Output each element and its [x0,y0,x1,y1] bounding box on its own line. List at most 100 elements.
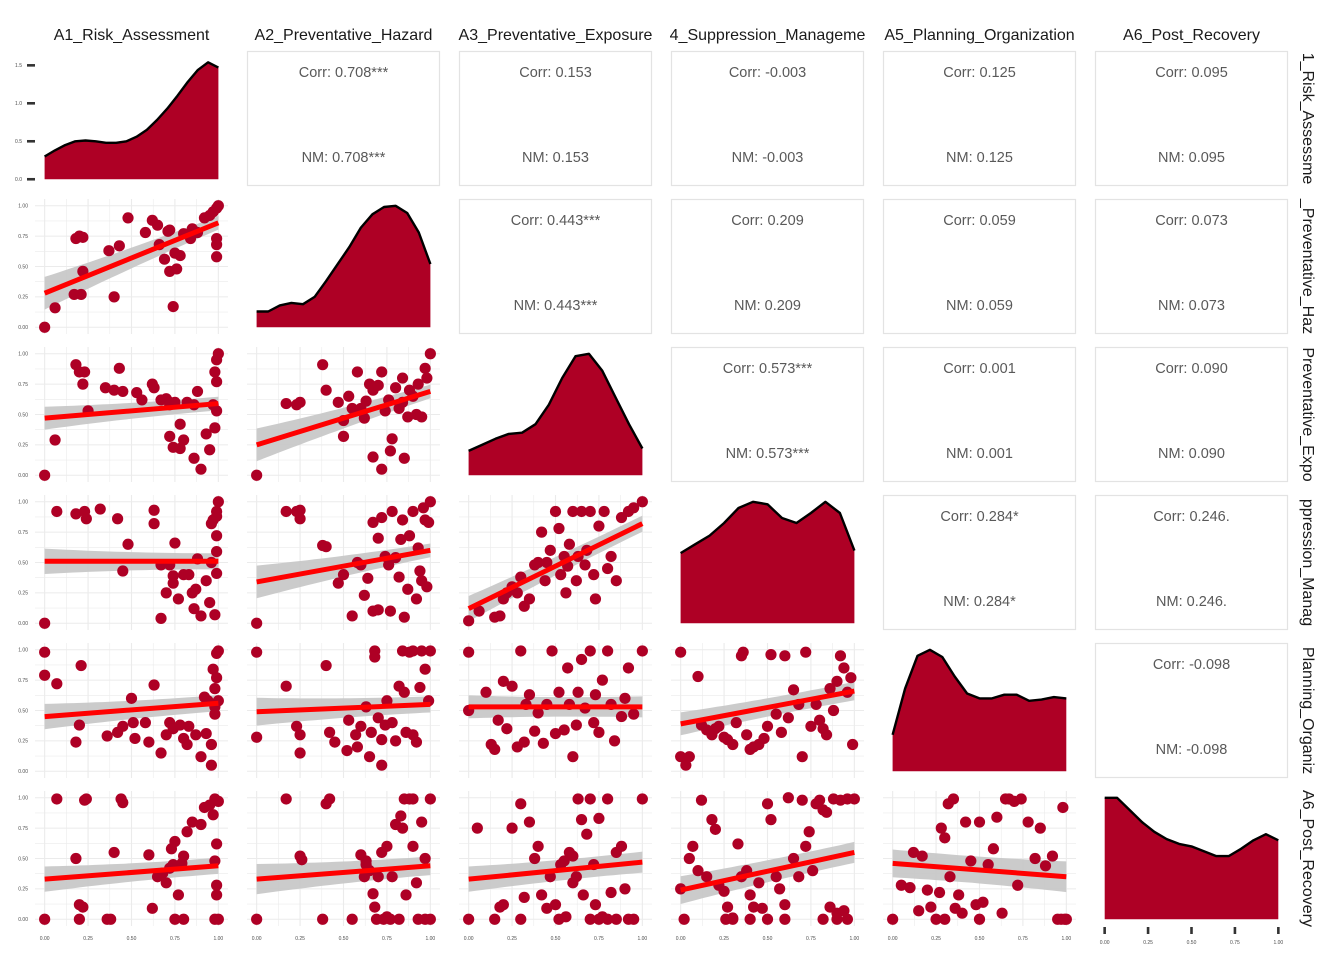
nm-value: NM: 0.284* [943,594,1016,610]
data-point [160,877,172,889]
data-point [369,901,381,913]
x-tick-label: 1.00 [213,936,223,942]
data-point [588,569,600,581]
data-point [782,712,794,724]
data-point [913,905,925,917]
data-point [79,366,91,378]
data-point [105,913,117,925]
data-point [183,720,195,732]
data-point [706,814,718,826]
data-point [579,559,591,571]
data-point [560,911,572,923]
data-point [558,855,570,867]
regression-line [680,688,855,727]
data-point [581,828,593,840]
row-strip-label: 1_Risk_Assessme [1299,53,1316,185]
data-point [532,840,544,852]
data-point [280,793,292,805]
data-point [205,759,218,771]
data-point [251,617,263,629]
data-point [838,905,850,917]
data-point [549,727,562,740]
data-point [570,871,582,883]
data-point [506,680,518,692]
data-point [164,224,176,236]
data-point [588,717,600,729]
data-point [991,811,1003,823]
data-point [953,889,965,901]
density-panel [679,500,856,624]
x-tick-label: 0.25 [507,936,517,942]
data-point [188,603,200,615]
data-point [376,734,388,746]
data-point [384,445,396,457]
data-point [390,382,402,394]
correlation-value: Corr: 0.209 [731,213,804,229]
data-point [251,646,263,658]
data-point [188,452,200,464]
data-point [741,729,753,741]
data-point [148,382,160,394]
data-point [407,505,419,518]
y-tick-label: 0.75 [18,530,28,536]
data-point [553,686,565,698]
column-strip-label: 4_Suppression_Manageme [670,27,866,44]
data-point [158,253,171,265]
data-point [1060,913,1072,925]
data-point [497,899,509,911]
data-point [608,735,621,747]
data-point [709,823,721,835]
data-point [70,736,82,748]
data-point [125,692,138,704]
density-curve [468,352,644,452]
data-point [463,913,475,925]
scatter-panel [35,643,228,778]
data-point [294,513,306,525]
data-point [489,913,501,925]
data-point [190,729,202,741]
data-point [350,729,362,741]
data-point [419,362,431,374]
y-tick-label: 0.25 [18,887,28,893]
data-point [532,556,544,569]
data-point [77,231,89,243]
data-point [775,726,787,738]
data-point [204,596,216,609]
scatter-panel [671,643,864,778]
data-point [211,672,223,684]
data-point [973,816,986,828]
data-point [960,816,972,828]
data-point [146,902,158,914]
data-point [596,674,608,686]
data-point [622,662,635,674]
data-point [602,645,614,657]
x-tick-label: 0.25 [295,936,305,942]
data-point [977,896,989,908]
correlation-value: Corr: 0.284* [940,509,1019,525]
data-point [386,433,398,445]
y-tick-label: 0.25 [18,443,28,449]
data-point [817,913,829,925]
correlation-value: Corr: 0.125 [943,65,1016,81]
y-tick-label: 1.00 [18,500,28,506]
data-point [935,822,947,834]
density-panel [43,61,219,180]
data-point [77,901,89,913]
data-point [421,372,433,384]
scatter-panel [671,791,864,926]
data-point [589,689,602,701]
data-point [129,732,141,745]
regression-line [43,220,220,296]
data-point [933,886,946,899]
data-point [398,611,410,623]
y-tick-label: 1.00 [18,648,28,654]
y-tick-label: 0.50 [18,412,28,418]
data-point [575,653,588,666]
y-tick-label: 1.5 [15,63,22,69]
x-tick-label: 0.50 [1187,940,1197,946]
data-point [337,430,350,442]
data-point [536,526,548,538]
regression-line [467,521,644,611]
data-point [584,793,596,805]
data-point [117,565,129,577]
